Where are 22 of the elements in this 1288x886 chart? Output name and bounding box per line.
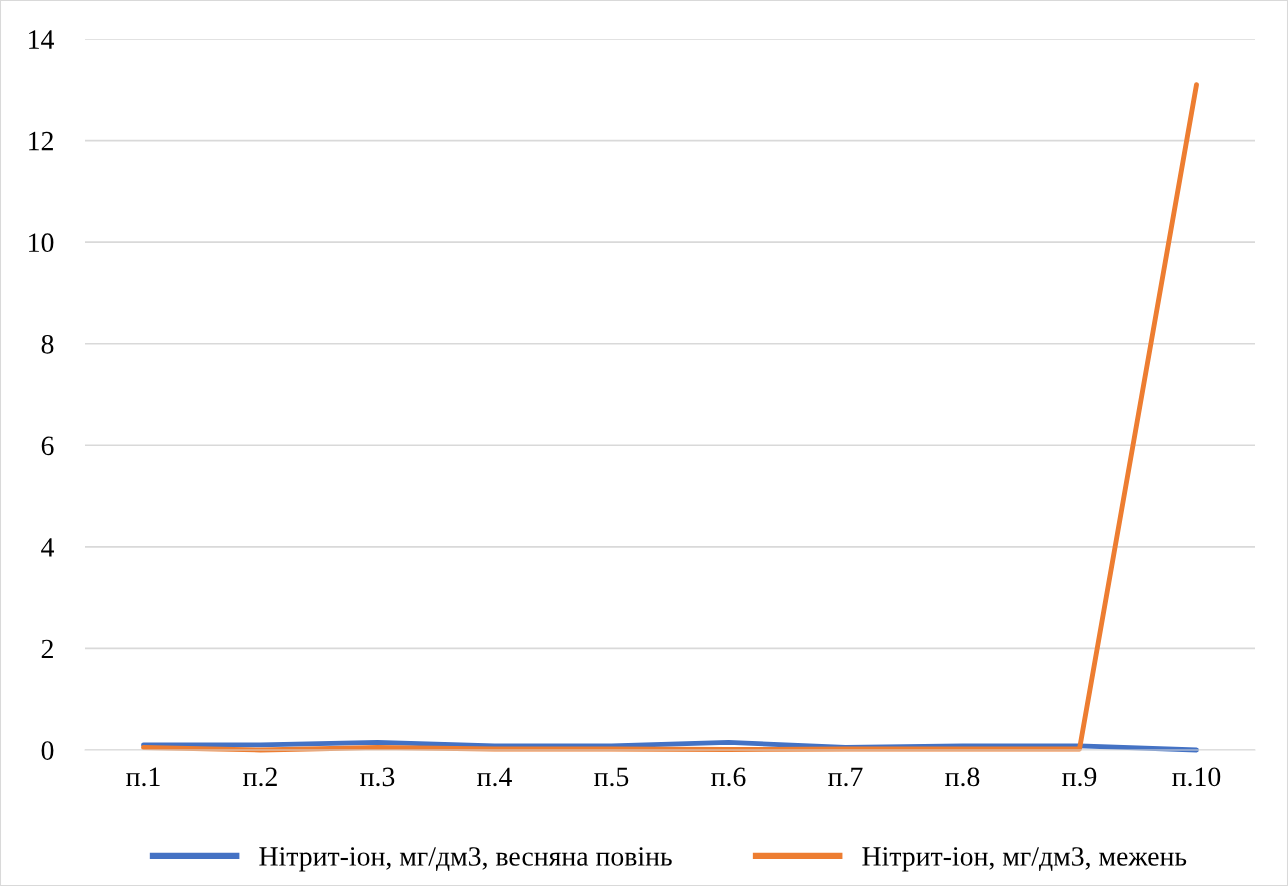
x-tick-label: п.1 <box>126 767 160 787</box>
y-tick-label: 14 <box>29 30 55 49</box>
y-tick-label: 10 <box>29 233 54 253</box>
x-tick-label: п.3 <box>360 767 395 787</box>
x-tick-label: п.5 <box>594 767 629 787</box>
y-tick-label: 2 <box>41 639 53 659</box>
x-tick-label: п.7 <box>828 767 863 787</box>
y-tick-label: 4 <box>41 538 55 557</box>
y-tick-label: 6 <box>41 436 54 456</box>
x-tick-label: п.2 <box>243 767 277 787</box>
x-tick-label: п.4 <box>477 767 512 787</box>
x-tick-label: п.6 <box>711 767 746 787</box>
y-tick-label: 12 <box>29 131 53 151</box>
x-tick-label: п.9 <box>1062 767 1097 787</box>
line-series <box>141 739 1199 753</box>
y-tick-label: 8 <box>41 334 54 354</box>
y-tick-label: 0 <box>41 741 54 760</box>
legend-label: Нітрит-іон, мг/дм3, межень <box>862 847 1187 872</box>
x-tick-label: п.10 <box>1172 767 1221 787</box>
x-tick-label: п.8 <box>945 767 980 787</box>
line-series <box>141 82 1199 753</box>
legend-label: Нітрит-іон, мг/дм3, весняна повінь <box>259 847 672 872</box>
